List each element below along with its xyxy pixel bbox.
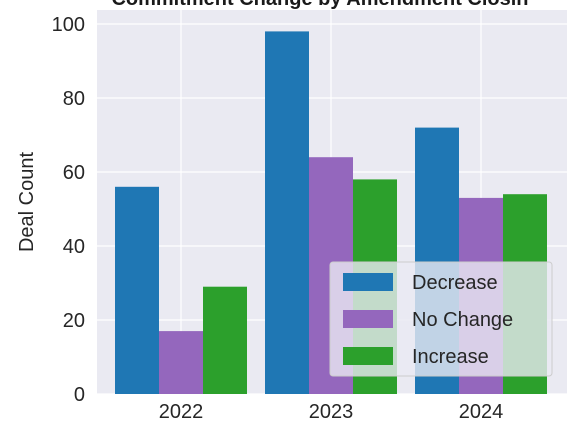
y-tick-label: 100: [52, 14, 85, 36]
y-tick-label: 80: [63, 88, 85, 110]
y-tick-label: 20: [63, 310, 85, 332]
legend-swatch-decrease: [343, 273, 393, 291]
y-tick-label: 0: [74, 384, 85, 406]
chart-title: Commitment Change by Amendment Closin: [111, 0, 528, 10]
y-tick-label: 40: [63, 236, 85, 258]
y-axis-label: Deal Count: [16, 152, 38, 253]
x-tick-label: 2022: [159, 401, 204, 421]
bar-no-change-2022: [159, 331, 203, 394]
bar-increase-2022: [203, 286, 247, 394]
legend-label-decrease: Decrease: [412, 272, 498, 294]
legend-label-no-change: No Change: [412, 309, 513, 331]
x-tick-label: 2023: [309, 401, 354, 421]
legend: Decrease No Change Increase: [329, 261, 553, 377]
legend-swatch-increase: [343, 347, 393, 365]
legend-label-increase: Increase: [412, 346, 489, 368]
legend-swatch-no-change: [343, 310, 393, 328]
bar-decrease-2023: [265, 31, 309, 395]
y-axis-ticks: 0 20 40 60 80 100: [52, 14, 85, 406]
x-axis-ticks: 2022 2023 2024: [159, 401, 504, 421]
bar-decrease-2022: [115, 186, 159, 394]
x-tick-label: 2024: [459, 401, 504, 421]
y-tick-label: 60: [63, 162, 85, 184]
